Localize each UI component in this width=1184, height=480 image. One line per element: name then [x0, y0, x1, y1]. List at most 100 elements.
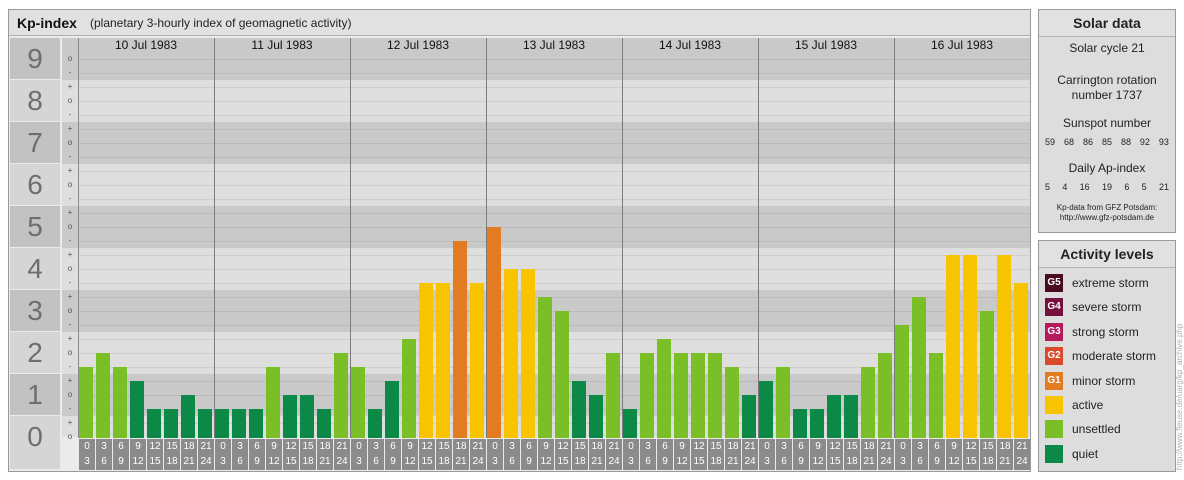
kp-bar	[640, 353, 654, 438]
day-label: 13 Jul 1983	[522, 38, 586, 52]
interval-end-hour: 24	[744, 456, 756, 467]
kp-bar	[538, 297, 552, 438]
y-axis-minor-label: -	[68, 110, 72, 119]
kp-bar	[351, 366, 365, 438]
y-axis-minor-label: +	[67, 124, 73, 133]
y-axis-major-label: 0	[10, 416, 60, 470]
interval-start-hour: 6	[798, 441, 804, 452]
interval-start-hour: 9	[543, 441, 549, 452]
kp-bar	[130, 381, 144, 438]
kp-bar	[334, 353, 348, 438]
chart-title-bar: Kp-index (planetary 3-hourly index of ge…	[9, 10, 1030, 36]
activity-levels-title: Activity levels	[1039, 241, 1175, 268]
grid-line	[79, 395, 1030, 396]
interval-end-hour: 24	[472, 456, 484, 467]
day-label: 11 Jul 1983	[251, 38, 313, 52]
interval-label: 21 24	[470, 439, 486, 470]
kp-bar	[283, 395, 297, 438]
y-axis-minor-label: o	[67, 96, 73, 105]
interval-start-hour: 12	[965, 441, 977, 452]
day-separator	[758, 38, 759, 438]
y-axis-minor-label: -	[68, 278, 72, 287]
interval-start-hour: 0	[628, 441, 634, 452]
kp-bar	[606, 353, 620, 438]
interval-start-hour: 6	[390, 441, 396, 452]
level-band	[62, 122, 1030, 164]
interval-start-hour: 18	[999, 441, 1011, 452]
interval-end-hour: 6	[509, 456, 515, 467]
kp-bar	[963, 255, 977, 438]
grid-line	[79, 59, 1030, 60]
interval-end-hour: 3	[628, 456, 634, 467]
kp-bar	[623, 408, 637, 438]
interval-end-hour: 9	[526, 456, 532, 467]
interval-end-hour: 18	[574, 456, 586, 467]
interval-end-hour: 18	[166, 456, 178, 467]
legend-label-unsettled: unsettled	[1072, 422, 1121, 436]
source-credit-url[interactable]: http://www.fleuse.de/uarg/kp_archive.php	[1176, 323, 1184, 470]
interval-start-hour: 15	[302, 441, 314, 452]
interval-end-hour: 15	[149, 456, 161, 467]
kp-bar	[895, 324, 909, 438]
y-axis-minor-label: o	[67, 432, 73, 441]
kp-bar	[164, 408, 178, 438]
interval-start-hour: 9	[407, 441, 413, 452]
grid-line	[79, 339, 1030, 340]
y-axis-minor-label: -	[68, 362, 72, 371]
grid-line	[79, 101, 1030, 102]
y-axis-minor-label: +	[67, 292, 73, 301]
day-label: 14 Jul 1983	[658, 38, 722, 52]
y-axis-major-label: 7	[10, 122, 60, 164]
interval-end-hour: 3	[900, 456, 906, 467]
carrington-rotation-number: number 1737	[1071, 88, 1143, 102]
chart-subtitle: (planetary 3-hourly index of geomagnetic…	[90, 16, 352, 30]
day-label: 15 Jul 1983	[794, 38, 858, 52]
ap-value: 21	[1158, 182, 1169, 192]
interval-label: 9 12	[266, 439, 282, 470]
interval-end-hour: 12	[540, 456, 552, 467]
kp-bar	[946, 255, 960, 438]
interval-label: 15 18	[844, 439, 860, 470]
y-axis-minor-label: o	[67, 222, 73, 231]
kp-bar	[79, 366, 93, 438]
interval-end-hour: 9	[662, 456, 668, 467]
day-separator	[214, 38, 215, 438]
kp-bar	[436, 282, 450, 438]
kp-bar	[215, 408, 229, 438]
interval-start-hour: 18	[727, 441, 739, 452]
kp-bar	[453, 240, 467, 438]
kp-bar	[300, 395, 314, 438]
interval-label: 12 15	[147, 439, 163, 470]
grid-line	[79, 255, 1030, 256]
interval-start-hour: 0	[220, 441, 226, 452]
kp-bar	[96, 353, 110, 438]
kp-bar	[657, 339, 671, 438]
grid-line	[79, 199, 1030, 200]
sunspot-value: 86	[1082, 137, 1093, 147]
interval-start-hour: 18	[591, 441, 603, 452]
kp-bar	[1014, 282, 1028, 438]
interval-end-hour: 6	[917, 456, 923, 467]
data-source-link[interactable]: http://www.gfz-potsdam.de	[1059, 213, 1155, 222]
grid-line	[79, 213, 1030, 214]
interval-end-hour: 18	[438, 456, 450, 467]
daily-ap-values: 5 4 16 19 6 5 21	[1045, 181, 1169, 193]
y-axis-minor-label: +	[67, 418, 73, 427]
sunspot-value: 92	[1139, 137, 1150, 147]
interval-end-hour: 24	[336, 456, 348, 467]
interval-label: 12 15	[691, 439, 707, 470]
interval-start-hour: 21	[880, 441, 892, 452]
interval-start-hour: 3	[645, 441, 651, 452]
y-axis-minor-label: -	[68, 404, 72, 413]
interval-label: 21 24	[198, 439, 214, 470]
interval-end-hour: 9	[118, 456, 124, 467]
interval-end-hour: 3	[84, 456, 90, 467]
legend-item-g4: G4 severe storm	[1045, 298, 1169, 316]
